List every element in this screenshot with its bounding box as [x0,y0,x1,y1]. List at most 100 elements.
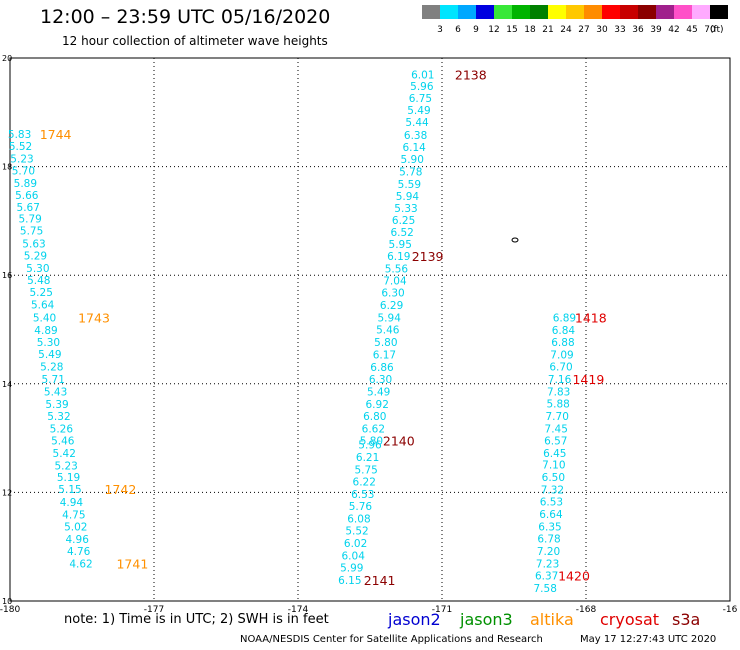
legend-swatch [440,5,458,19]
legend-tick-label: 70 [704,25,716,35]
swh-value-label: 6.22 [353,477,376,489]
y-tick-label: 12 [2,488,12,497]
legend-tick-label: 12 [488,25,500,35]
swh-value-label: 5.33 [394,203,417,215]
legend-swatch [530,5,548,19]
footer-note: note: 1) Time is in UTC; 2) SWH is in fe… [64,612,329,627]
chart-title: 12:00 – 23:59 UTC 05/16/2020 [40,6,331,28]
swh-value-label: 5.75 [354,465,377,477]
y-tick-label: 14 [2,380,12,389]
pass-time-label: 1744 [40,127,72,142]
credit-text: NOAA/NESDIS Center for Satellite Applica… [240,634,543,645]
pass-time-label: 1741 [116,557,148,572]
swh-value-label: 7.16 [548,374,572,386]
swh-value-label: 6.84 [552,325,576,337]
swh-value-label: 6.38 [404,130,427,142]
swh-value-label: 5.42 [53,448,76,460]
swh-value-label: 6.53 [351,489,374,501]
legend-tick-label: 21 [542,25,554,35]
swh-value-label: 6.62 [362,423,385,435]
swh-value-label: 6.92 [366,399,389,411]
swh-value-label: 5.23 [54,460,77,472]
swh-value-label: 5.30 [26,263,49,275]
swh-value-label: 4.94 [60,497,84,509]
legend-swatch [566,5,584,19]
legend-tick-label: 39 [650,25,662,35]
swh-value-label: 5.46 [51,435,75,447]
swh-value-label: 5.43 [44,386,67,398]
pass-time-label: 1418 [575,311,607,326]
swh-value-label: 5.52 [345,525,368,537]
legend-tick-label: 24 [560,25,572,35]
x-tick-label: -16 [723,605,738,615]
pass-time-label: 2140 [383,433,415,448]
swh-value-label: 6.37 [535,570,558,582]
swh-value-label: 5.02 [64,522,87,534]
legend-unit: (ft) [710,25,724,35]
legend-tick-label: 18 [524,25,536,35]
x-tick-label: -168 [576,605,597,615]
y-tick-label: 10 [2,597,12,606]
swh-value-label: 6.19 [387,251,410,263]
swh-value-label: 4.75 [62,510,85,522]
swh-value-label: 6.78 [537,534,560,546]
legend-swatch [494,5,512,19]
x-tick-label: -177 [144,605,164,615]
pass-time-label: 2141 [364,573,396,588]
legend-tick-label: 3 [437,25,443,35]
legend-tick-label: 6 [455,25,461,35]
swh-value-label: 7.09 [550,349,573,361]
legend-tick-label: 33 [614,25,626,35]
swh-value-label: 5.95 [389,239,412,251]
legend-swatch [512,5,530,19]
chart-subtitle: 12 hour collection of altimeter wave hei… [62,34,328,48]
swh-value-label: 5.71 [42,374,65,386]
legend-swatch [458,5,476,19]
swh-value-label: 5.89 [14,178,37,190]
swh-value-label: 5.49 [38,349,61,361]
swh-value-label: 7.58 [534,583,557,595]
swh-value-label: 5.79 [18,214,41,226]
swh-value-label: 5.59 [398,179,421,191]
swh-value-label: 6.14 [402,142,426,154]
swh-value-label: 7.10 [542,460,565,472]
swh-value-label: 6.15 [338,575,361,587]
swh-value-label: 6.30 [381,288,404,300]
legend-tick-label: 30 [596,25,608,35]
swh-value-label: 5.49 [367,386,390,398]
swh-value-label: 5.39 [45,399,68,411]
swh-value-label: 7.32 [541,485,564,497]
swh-value-label: 5.46 [376,325,400,337]
swh-value-label: 5.30 [37,337,60,349]
swh-value-label: 7.70 [546,411,569,423]
swh-value-label: 6.21 [356,452,379,464]
swh-value-label: 6.70 [549,361,572,373]
swh-value-label: 5.25 [30,287,53,299]
swh-value-label: 5.49 [407,105,430,117]
swh-value-label: 6.45 [543,448,566,460]
swh-value-label: 6.50 [542,472,565,484]
swh-value-label: 7.04 [383,276,407,288]
satellite-label-jason2: jason2 [388,610,441,629]
satellite-label-jason3: jason3 [460,610,513,629]
swh-value-label: 6.53 [540,497,563,509]
swh-value-label: 4.76 [67,546,91,558]
swh-value-label: 5.90 [401,154,424,166]
swh-value-label: 5.76 [349,501,373,513]
x-tick-label: -171 [432,605,452,615]
swh-value-label: 5.48 [27,275,50,287]
swh-value-label: 5.29 [24,251,47,263]
swh-value-label: 6.02 [344,538,367,550]
legend-swatch [602,5,620,19]
swh-value-label: 5.80 [360,435,383,447]
swh-value-label: 5.56 [385,264,409,276]
swh-value-label: 5.75 [20,226,43,238]
x-tick-label: -174 [288,605,309,615]
legend-swatch [710,5,728,19]
swh-value-label: 5.96 [358,440,382,452]
swh-value-label: 4.96 [66,534,90,546]
swh-value-label: 5.78 [399,166,422,178]
island-marker [511,237,519,243]
y-tick-label: 18 [2,163,12,172]
legend-tick-label: 9 [473,25,479,35]
